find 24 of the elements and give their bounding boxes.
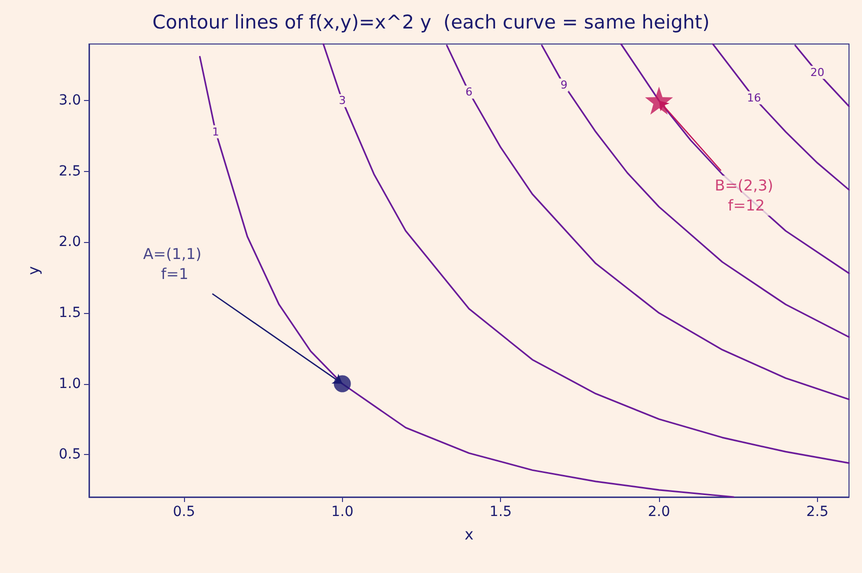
y-axis-title: y bbox=[24, 266, 42, 275]
series-label: 16 bbox=[747, 91, 761, 104]
y-tick-label: 0.5 bbox=[58, 446, 81, 463]
y-tick-label: 2.5 bbox=[58, 163, 81, 180]
x-tick-label: 1.5 bbox=[490, 504, 512, 520]
y-tick-label: 1.5 bbox=[58, 304, 81, 321]
series-label: 20 bbox=[810, 66, 824, 79]
x-tick-label: 2.5 bbox=[806, 504, 828, 520]
x-axis-title: x bbox=[464, 526, 474, 544]
line-series bbox=[322, 43, 850, 464]
annotation: B=(2,3) f=12 bbox=[714, 176, 774, 215]
chart-title: Contour lines of f(x,y)=x^2 y (each curve = same height) bbox=[152, 12, 710, 34]
x-tick-label: 1.0 bbox=[331, 504, 354, 520]
y-tick-label: 2.0 bbox=[58, 234, 81, 250]
y-tick-label: 3.0 bbox=[58, 92, 81, 109]
y-tick-label: 1.0 bbox=[58, 376, 81, 392]
annotation: A=(1,1) f=1 bbox=[143, 244, 202, 283]
line-series bbox=[446, 44, 850, 400]
x-tick-label: 0.5 bbox=[172, 504, 196, 520]
line-series bbox=[541, 44, 850, 338]
x-tick-label: 2.0 bbox=[648, 504, 670, 520]
line-series bbox=[712, 43, 850, 191]
point bbox=[334, 375, 351, 392]
point bbox=[645, 86, 673, 115]
